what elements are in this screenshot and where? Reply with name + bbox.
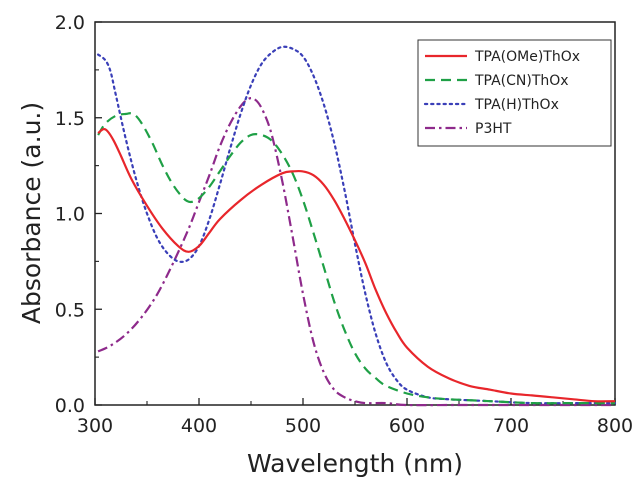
x-axis-title: Wavelength (nm) [247, 449, 463, 478]
x-tick-label: 700 [493, 415, 529, 437]
legend: TPA(OMe)ThOx TPA(CN)ThOx TPA(H)ThOx P3HT [417, 39, 612, 147]
y-tick-label: 0.0 [55, 395, 85, 417]
legend-label: TPA(OMe)ThOx [474, 49, 580, 65]
legend-label: P3HT [475, 121, 512, 137]
y-tick-label: 1.5 [55, 108, 85, 130]
y-axis-title: Absorbance (a.u.) [17, 102, 46, 324]
x-axis-ticks: 300 400 500 600 700 800 [77, 398, 633, 437]
legend-label: TPA(H)ThOx [474, 97, 559, 113]
y-tick-label: 2.0 [55, 12, 85, 34]
y-axis-ticks: 0.0 0.5 1.0 1.5 2.0 [55, 12, 102, 417]
x-tick-label: 400 [181, 415, 217, 437]
x-tick-label: 600 [389, 415, 425, 437]
legend-label: TPA(CN)ThOx [474, 73, 569, 89]
y-tick-label: 1.0 [55, 204, 85, 226]
series-line-tpa-h-thox [97, 45, 617, 405]
x-tick-label: 300 [77, 415, 113, 437]
series-line-p3ht [97, 97, 615, 407]
series-lines [97, 45, 617, 407]
x-tick-label: 800 [597, 415, 633, 437]
series-line-tpa-ome-thox [97, 128, 616, 403]
y-tick-label: 0.5 [55, 299, 85, 321]
x-tick-label: 500 [285, 415, 321, 437]
series-line-tpa-cn-thox [97, 112, 615, 405]
legend-box [417, 39, 612, 147]
